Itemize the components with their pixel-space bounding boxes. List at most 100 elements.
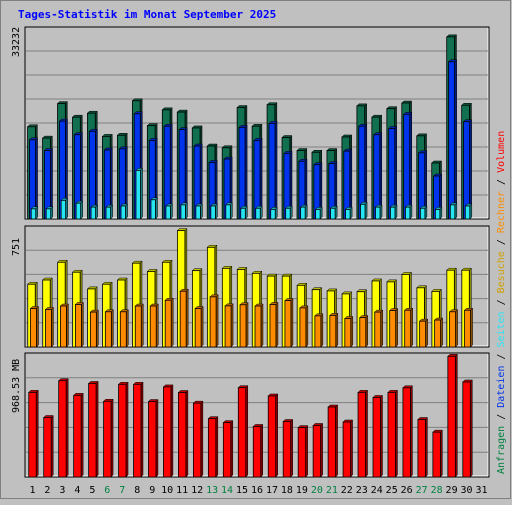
bar-seiten-14 [225, 202, 233, 220]
bar-seiten-24 [374, 204, 383, 220]
bar-seiten-27 [419, 205, 428, 220]
bar-volumen-30 [462, 379, 473, 478]
bar-rechner-16-face [254, 305, 262, 348]
panel-middle [24, 225, 490, 348]
bar-dateien-29-face [448, 61, 456, 220]
bar-seiten-28 [434, 206, 443, 220]
bar-seiten-19-face [300, 206, 306, 220]
day-label-16: 16 [251, 485, 263, 496]
bar-rechner-15-face [239, 304, 247, 348]
bar-seiten-18 [285, 205, 293, 220]
bar-dateien-16 [253, 137, 263, 220]
bar-seiten-24-face [375, 206, 381, 220]
bar-seiten-2 [45, 206, 54, 220]
bar-rechner-3 [59, 303, 70, 348]
bar-seiten-29 [449, 202, 458, 220]
bar-seiten-16 [255, 205, 263, 220]
bar-rechner-12 [194, 305, 204, 348]
day-label-23: 23 [356, 485, 368, 496]
bar-volumen-23 [357, 389, 369, 478]
bar-rechner-10 [164, 297, 174, 348]
bar-volumen-1 [28, 389, 39, 478]
bar-rechner-27 [419, 318, 429, 348]
bar-rechner-17-face [269, 304, 277, 348]
bar-volumen-20 [312, 422, 324, 478]
bar-seiten-2-face [45, 208, 52, 220]
legend-part-10: Volumen [496, 131, 507, 173]
bar-seiten-16-face [255, 207, 261, 220]
bar-volumen-5 [88, 380, 99, 478]
bar-rechner-28 [434, 317, 444, 348]
bar-rechner-23-face [359, 317, 367, 348]
bar-rechner-2-face [45, 309, 52, 348]
bar-rechner-30 [463, 307, 474, 348]
bar-volumen-28-face [432, 431, 441, 478]
bar-volumen-22-face [342, 421, 351, 478]
bar-seiten-30 [464, 203, 473, 220]
legend-part-8: Rechner [496, 191, 507, 233]
bar-volumen-2-face [43, 417, 52, 478]
bar-seiten-1 [30, 206, 39, 220]
day-label-29: 29 [446, 485, 458, 496]
legend-part-9: / [496, 173, 507, 191]
bar-rechner-28-face [434, 319, 442, 348]
legend-part-2: Dateien [496, 366, 507, 408]
day-label-31: 31 [475, 485, 487, 496]
legend-part-3: / [496, 348, 507, 366]
bar-volumen-14-face [222, 422, 232, 478]
day-label-21: 21 [326, 485, 338, 496]
bar-rechner-11-face [179, 290, 187, 348]
bar-volumen-11-face [178, 392, 187, 478]
day-label-12: 12 [191, 485, 203, 496]
bar-volumen-30-face [462, 381, 471, 478]
bar-rechner-4 [74, 301, 84, 348]
bar-seiten-10 [165, 203, 174, 220]
bar-volumen-26 [402, 385, 414, 478]
bar-dateien-12 [193, 143, 203, 220]
bar-rechner-25 [389, 307, 399, 348]
legend-part-0: Anfragen [496, 426, 507, 474]
day-label-5: 5 [89, 485, 95, 496]
bar-rechner-24 [374, 309, 384, 348]
bar-seiten-26 [404, 204, 413, 220]
bar-rechner-22 [344, 315, 354, 348]
bar-seiten-5-face [90, 206, 97, 220]
day-label-19: 19 [296, 485, 308, 496]
day-label-8: 8 [134, 485, 140, 496]
bar-rechner-1 [29, 305, 40, 348]
bar-volumen-2 [43, 414, 54, 478]
bar-seiten-14-face [225, 204, 231, 220]
bar-dateien-7 [118, 146, 128, 220]
bar-volumen-10-face [163, 386, 172, 478]
day-label-17: 17 [266, 485, 278, 496]
panel-top [24, 26, 490, 220]
bar-volumen-9 [147, 398, 159, 478]
bar-rechner-26 [404, 307, 414, 348]
bar-rechner-3-face [60, 305, 67, 348]
bar-volumen-7-face [118, 383, 127, 478]
bar-volumen-15 [237, 385, 249, 478]
bar-volumen-3-face [58, 380, 67, 478]
bar-seiten-6-face [105, 206, 111, 220]
bar-seiten-30-face [464, 205, 471, 220]
y-max-label-middle: 751 [11, 238, 22, 256]
bar-volumen-3 [58, 378, 69, 478]
bar-rechner-1-face [30, 308, 37, 348]
bar-rechner-10-face [164, 299, 172, 348]
bar-rechner-11 [179, 288, 189, 348]
bar-seiten-3-face [60, 199, 67, 220]
bar-volumen-20-face [312, 425, 322, 478]
legend-part-1: / [496, 408, 507, 426]
bar-dateien-2 [43, 147, 54, 220]
bar-volumen-21 [327, 404, 339, 478]
bar-volumen-10 [162, 384, 174, 478]
y-max-label-bottom: 968.53 MB [11, 359, 22, 413]
bar-rechner-12-face [194, 308, 202, 348]
day-label-4: 4 [74, 485, 80, 496]
day-label-10: 10 [161, 485, 173, 496]
bar-seiten-8 [135, 167, 144, 220]
bar-rechner-6-face [104, 311, 112, 348]
bar-seiten-13-face [210, 205, 216, 220]
